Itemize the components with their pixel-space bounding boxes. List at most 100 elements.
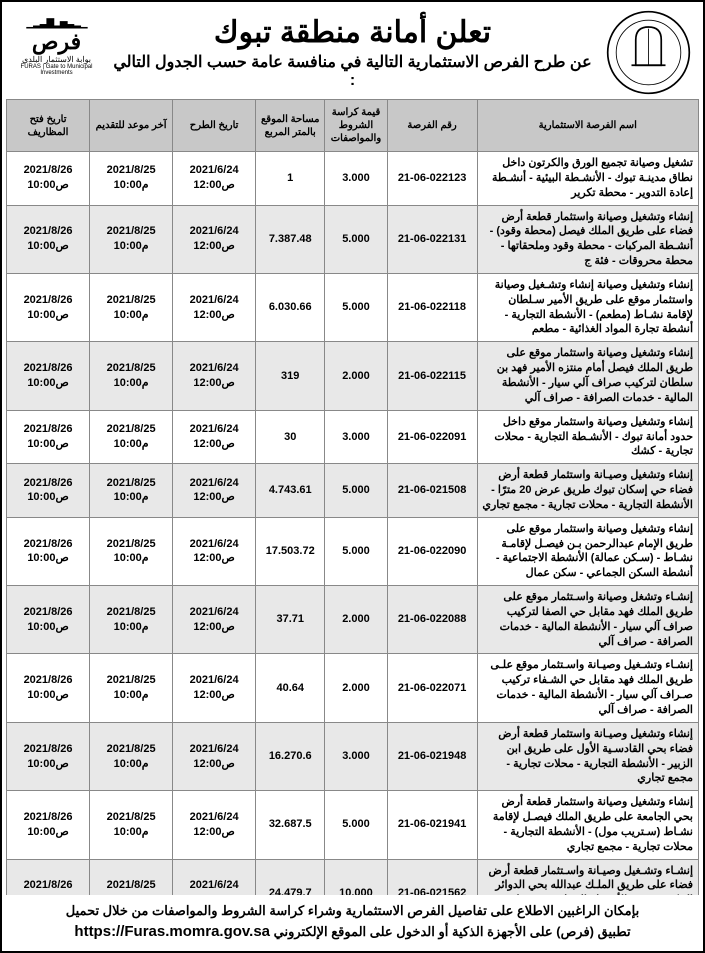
cell: إنشاء وتشغيل وصيـانة واستثمار قطعة أرض ف… (477, 464, 698, 518)
opportunities-table: اسم الفرصة الاستثماريةرقم الفرصةقيمة كرا… (6, 99, 699, 895)
cell: 2021/8/2510:00م (90, 152, 173, 206)
cell: 40.64 (256, 654, 325, 722)
table-row: إنشاء وتشغيل وصيانة واستثمار موقع على طر… (7, 342, 699, 410)
cell: 21-06-022123 (387, 152, 477, 206)
cell: 5.000 (325, 791, 387, 859)
cell: 7.387.48 (256, 205, 325, 273)
cell: 319 (256, 342, 325, 410)
cell: تشغيل وصيانة تجميع الورق والكرتون داخل ن… (477, 152, 698, 206)
cell: 21-06-022118 (387, 273, 477, 341)
cell: إنشاء وتشغيل وصيانة واستثمار موقع على طر… (477, 342, 698, 410)
cell: 21-06-022088 (387, 586, 477, 654)
cell: 2021/8/2510:00م (90, 791, 173, 859)
cell: 2.000 (325, 586, 387, 654)
cell: 21-06-022091 (387, 410, 477, 464)
cell: 24.479.7 (256, 859, 325, 895)
furas-sub2: FURAS | Gate to Municipal Investments (14, 64, 99, 76)
footer-line1: بإمكان الراغبين الاطلاع على تفاصيل الفرص… (10, 901, 695, 921)
cell: 2021/8/2610:00ص (7, 517, 90, 585)
furas-brand: فرص (14, 29, 99, 55)
cell: 2021/8/2510:00م (90, 342, 173, 410)
cell: 2021/8/2510:00م (90, 273, 173, 341)
cell: 2021/6/2412:00ص (173, 152, 256, 206)
cell: 21-06-021941 (387, 791, 477, 859)
cell: 30 (256, 410, 325, 464)
cell: 5.000 (325, 464, 387, 518)
table-row: إنشـاء وتشـغيل وصيـانة واسـتثمار موقع عل… (7, 654, 699, 722)
tabuk-emblem-logo (606, 10, 691, 95)
cell: 3.000 (325, 722, 387, 790)
table-row: إنشـاء وتشغل وصيانة واسـتثمار موقع على ط… (7, 586, 699, 654)
cell: 2021/6/2412:00ص (173, 517, 256, 585)
table-row: إنشاء وتشغيل وصيانة واستثمار قطعة أرض بح… (7, 791, 699, 859)
cell: 3.000 (325, 410, 387, 464)
cell: 4.743.61 (256, 464, 325, 518)
cell: 1 (256, 152, 325, 206)
cell: إنشـاء وتشـغيل وصيـانة واسـتثمار قطعة أر… (477, 859, 698, 895)
cell: 2021/8/2510:00م (90, 722, 173, 790)
cell: 2021/8/2610:00ص (7, 859, 90, 895)
cell: 21-06-022071 (387, 654, 477, 722)
cell: إنشاء وتشغيل وصيانة واستثمار موقع داخل ح… (477, 410, 698, 464)
footer-url[interactable]: https://Furas.momra.gov.sa (74, 921, 270, 944)
cell: إنشاء وتشغيل وصيانة إنشاء وتشـغيل وصيانة… (477, 273, 698, 341)
cell: 5.000 (325, 273, 387, 341)
cell: 21-06-022131 (387, 205, 477, 273)
cell: إنشاء وتشغيل وصيانة واستثمار قطعة أرض بح… (477, 791, 698, 859)
cell: 21-06-022090 (387, 517, 477, 585)
col-header: تاريخ فتح المظاريف (7, 100, 90, 152)
cell: 2021/8/2610:00ص (7, 791, 90, 859)
cell: 2021/8/2610:00ص (7, 205, 90, 273)
cell: 2021/8/2610:00ص (7, 722, 90, 790)
table-row: إنشاء وتشغيل وصيانة واستثمار موقع داخل ح… (7, 410, 699, 464)
cell: 2.000 (325, 342, 387, 410)
cell: 2021/6/2412:00ص (173, 654, 256, 722)
table-wrapper: اسم الفرصة الاستثماريةرقم الفرصةقيمة كرا… (2, 99, 703, 895)
cell: 37.71 (256, 586, 325, 654)
cell: 2021/8/2510:00م (90, 586, 173, 654)
table-row: تشغيل وصيانة تجميع الورق والكرتون داخل ن… (7, 152, 699, 206)
footer: بإمكان الراغبين الاطلاع على تفاصيل الفرص… (2, 895, 703, 951)
cell: 16.270.6 (256, 722, 325, 790)
table-body: تشغيل وصيانة تجميع الورق والكرتون داخل ن… (7, 152, 699, 896)
table-row: إنشاء وتشغيل وصيـانة واستثمار قطعة أرض ف… (7, 722, 699, 790)
cell: 2021/8/2510:00م (90, 517, 173, 585)
cell: 2021/8/2610:00ص (7, 654, 90, 722)
cell: إنشـاء وتشغل وصيانة واسـتثمار موقع على ط… (477, 586, 698, 654)
cell: 2021/8/2610:00ص (7, 410, 90, 464)
cell: 5.000 (325, 517, 387, 585)
cell: 2021/6/2412:00ص (173, 586, 256, 654)
cell: 2021/8/2610:00ص (7, 586, 90, 654)
header-text-block: تعلن أمانة منطقة تبوك عن طرح الفرص الاست… (109, 15, 596, 90)
cell: 2021/8/2610:00ص (7, 273, 90, 341)
col-header: آخر موعد للتقديم (90, 100, 173, 152)
cell: 2021/8/2510:00م (90, 464, 173, 518)
col-header: تاريخ الطرح (173, 100, 256, 152)
skyline-icon: ▁▂▃▅▂▇▃▂▁ (14, 18, 99, 29)
table-row: إنشـاء وتشـغيل وصيـانة واسـتثمار قطعة أر… (7, 859, 699, 895)
cell: 2021/6/2412:00ص (173, 464, 256, 518)
table-header-row: اسم الفرصة الاستثماريةرقم الفرصةقيمة كرا… (7, 100, 699, 152)
header-subtitle: عن طرح الفرص الاستثمارية التالية في مناف… (109, 52, 596, 90)
col-header: اسم الفرصة الاستثمارية (477, 100, 698, 152)
cell: 2021/6/2412:00ص (173, 273, 256, 341)
footer-line2: تطبيق (فرص) على الأجهزة الذكية أو الدخول… (10, 921, 695, 944)
cell: 2021/6/2412:00ص (173, 722, 256, 790)
cell: 2021/8/2510:00م (90, 859, 173, 895)
cell: 2021/6/2412:00ص (173, 859, 256, 895)
cell: إنشاء وتشغيل وصيانة واستثمار موقع على طر… (477, 517, 698, 585)
furas-logo: ▁▂▃▅▂▇▃▂▁ فرص بوابة الاستثمار البلدي FUR… (14, 18, 99, 88)
cell: 21-06-021508 (387, 464, 477, 518)
header-title: تعلن أمانة منطقة تبوك (109, 15, 596, 50)
col-header: مساحة الموقع بالمتر المربع (256, 100, 325, 152)
cell: 2021/8/2610:00ص (7, 152, 90, 206)
furas-sub1: بوابة الاستثمار البلدي (14, 55, 99, 64)
announcement-container: تعلن أمانة منطقة تبوك عن طرح الفرص الاست… (0, 0, 705, 953)
cell: 21-06-022115 (387, 342, 477, 410)
table-row: إنشاء وتشغيل وصيانة واستثمار موقع على طر… (7, 517, 699, 585)
col-header: قيمة كراسة الشروط والمواصفات (325, 100, 387, 152)
cell: 2021/8/2610:00ص (7, 342, 90, 410)
table-row: إنشاء وتشغيل وصيانة واستثمار قطعة أرض فض… (7, 205, 699, 273)
cell: إنشـاء وتشـغيل وصيـانة واسـتثمار موقع عل… (477, 654, 698, 722)
cell: 32.687.5 (256, 791, 325, 859)
